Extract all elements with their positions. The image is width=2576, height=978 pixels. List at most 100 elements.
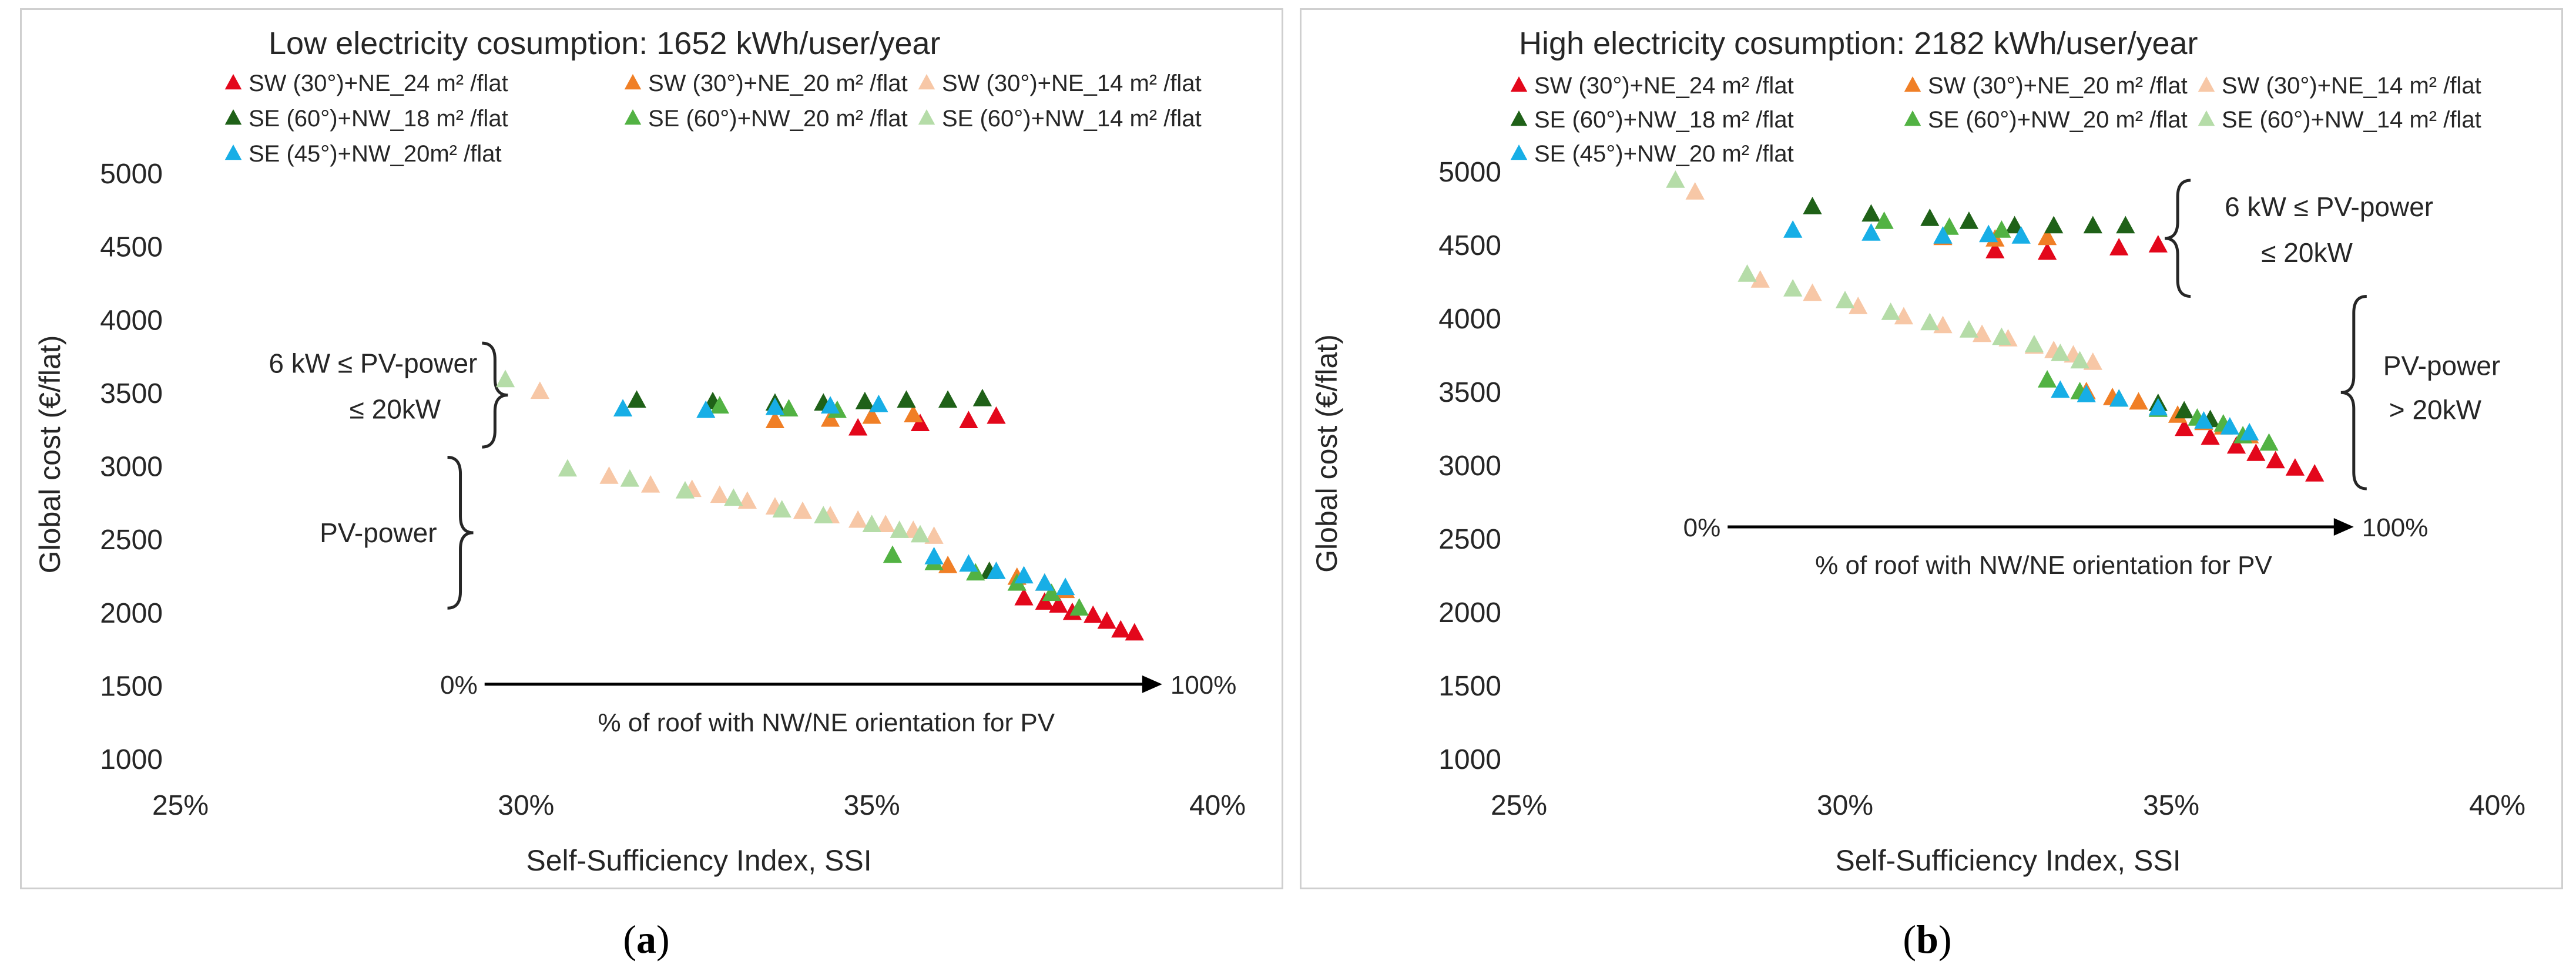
data-point-se20 xyxy=(2259,433,2279,451)
data-point-se45 xyxy=(820,396,840,414)
chart-a: Low electricity cosumption: 1652 kWh/use… xyxy=(33,26,1246,877)
data-point-se45 xyxy=(869,394,888,412)
data-point-se18 xyxy=(2116,216,2135,234)
data-point-se45 xyxy=(2109,389,2129,407)
legend-label-sw20: SW (30°)+NE_20 m² /flat xyxy=(648,70,908,96)
data-point-sw24 xyxy=(2285,458,2305,476)
legend-label-se20: SE (60°)+NW_20 m² /flat xyxy=(1928,107,2188,133)
data-point-sw14 xyxy=(1685,182,1705,200)
data-point-sw24 xyxy=(2109,238,2129,256)
data-point-se20 xyxy=(1992,220,2011,238)
orientation-arrow-head xyxy=(2333,518,2354,536)
legend-marker-se20 xyxy=(1904,110,1921,126)
data-point-sw24 xyxy=(1111,620,1131,638)
brace-0 xyxy=(2164,179,2191,298)
brace-label: ≤ 20kW xyxy=(350,394,441,425)
arrow-start-label: 0% xyxy=(440,671,478,700)
arrow-end-label: 100% xyxy=(1170,671,1237,700)
legend-label-se20: SE (60°)+NW_20 m² /flat xyxy=(648,106,908,132)
data-point-se18 xyxy=(972,388,992,406)
data-point-sw24 xyxy=(848,418,868,436)
data-point-sw24 xyxy=(2266,451,2285,469)
data-point-se45 xyxy=(1783,220,1803,238)
data-point-se14 xyxy=(2024,335,2044,352)
caption-b: (b) xyxy=(1903,917,1952,962)
data-point-se45 xyxy=(1014,566,1034,584)
legend-label-se45: SE (45°)+NW_20 m² /flat xyxy=(1534,141,1794,167)
data-point-se18 xyxy=(1803,197,1822,214)
legend-label-se45: SE (45°)+NW_20m² /flat xyxy=(249,141,502,167)
x-tick-label: 30% xyxy=(498,790,554,821)
data-point-se14 xyxy=(814,506,833,523)
legend-marker-se18 xyxy=(224,109,242,125)
data-point-se45 xyxy=(2148,398,2168,416)
data-point-sw24 xyxy=(2226,436,2246,454)
arrow-end-label: 100% xyxy=(2362,513,2429,542)
arrow-caption: % of roof with NW/NE orientation for PV xyxy=(598,708,1055,737)
data-point-se45 xyxy=(1979,224,1998,243)
legend-marker-se45 xyxy=(1510,144,1528,160)
data-point-se20 xyxy=(1874,211,1894,229)
data-point-sw24 xyxy=(910,414,930,431)
x-axis-title: Self-Sufficiency Index, SSI xyxy=(1835,844,2181,877)
data-point-sw14 xyxy=(1750,270,1770,288)
legend-label-sw14: SW (30°)+NE_14 m² /flat xyxy=(2222,73,2481,99)
data-point-se45 xyxy=(1861,223,1881,241)
caption-b-letter: b xyxy=(1916,917,1938,962)
data-point-sw24 xyxy=(959,411,978,428)
data-point-se14 xyxy=(1738,264,1757,282)
chart-b: High electricity cosumption: 2182 kWh/us… xyxy=(1310,26,2525,877)
series-se18 xyxy=(627,388,999,579)
brace-1 xyxy=(2340,295,2367,490)
chart-panel-b: High electricity cosumption: 2182 kWh/us… xyxy=(1300,8,2563,889)
data-point-sw24 xyxy=(1049,595,1068,613)
data-point-sw14 xyxy=(599,466,619,484)
brace-label: PV-power xyxy=(2383,350,2500,381)
data-point-se18 xyxy=(1861,204,1881,222)
data-point-sw14 xyxy=(1972,324,1992,342)
data-point-se18 xyxy=(2005,216,2024,234)
data-point-sw24 xyxy=(1035,592,1054,610)
data-point-sw24 xyxy=(2148,235,2168,253)
data-point-se20 xyxy=(966,563,985,581)
y-tick-label: 4000 xyxy=(100,305,163,336)
legend-marker-sw20 xyxy=(624,74,642,90)
data-point-se20 xyxy=(1042,583,1061,601)
data-point-sw20 xyxy=(862,406,881,424)
data-point-sw24 xyxy=(2246,443,2266,461)
data-point-sw14 xyxy=(1803,283,1822,301)
data-point-se20 xyxy=(1069,598,1089,616)
series-se20 xyxy=(710,396,1089,616)
data-point-sw20 xyxy=(938,555,958,573)
y-tick-label: 4500 xyxy=(1438,230,1501,261)
data-point-se14 xyxy=(1920,312,1940,331)
data-point-se45 xyxy=(987,561,1006,579)
data-point-se45 xyxy=(613,399,633,417)
x-tick-label: 40% xyxy=(2469,790,2525,821)
legend-marker-sw24 xyxy=(1510,76,1528,92)
y-tick-label: 3000 xyxy=(1438,451,1501,482)
legend-label-sw24: SW (30°)+NE_24 m² /flat xyxy=(1534,73,1794,99)
data-point-se20 xyxy=(2037,370,2057,388)
data-point-sw24 xyxy=(2201,427,2220,445)
brace-label: PV-power xyxy=(320,517,437,548)
data-point-sw20 xyxy=(904,405,923,423)
y-tick-label: 4000 xyxy=(1438,304,1501,335)
series-se45 xyxy=(1783,220,2259,441)
brace-label: > 20kW xyxy=(2389,394,2482,425)
data-point-sw24 xyxy=(1985,241,2005,258)
data-point-se18 xyxy=(2044,216,2064,234)
series-se45 xyxy=(613,394,1075,596)
legend-marker-sw14 xyxy=(918,74,935,90)
series-sw24 xyxy=(848,406,1144,641)
data-point-sw24 xyxy=(1125,623,1144,641)
data-point-se20 xyxy=(779,399,799,417)
data-point-sw14 xyxy=(1849,297,1868,314)
data-point-se14 xyxy=(1783,279,1803,297)
legend-marker-se14 xyxy=(918,109,935,125)
legend-label-se14: SE (60°)+NW_14 m² /flat xyxy=(2222,107,2481,133)
series-sw24 xyxy=(1985,235,2325,482)
brace-label: ≤ 20kW xyxy=(2261,237,2353,268)
y-tick-label: 1500 xyxy=(100,671,163,702)
data-point-sw24 xyxy=(2175,418,2194,436)
